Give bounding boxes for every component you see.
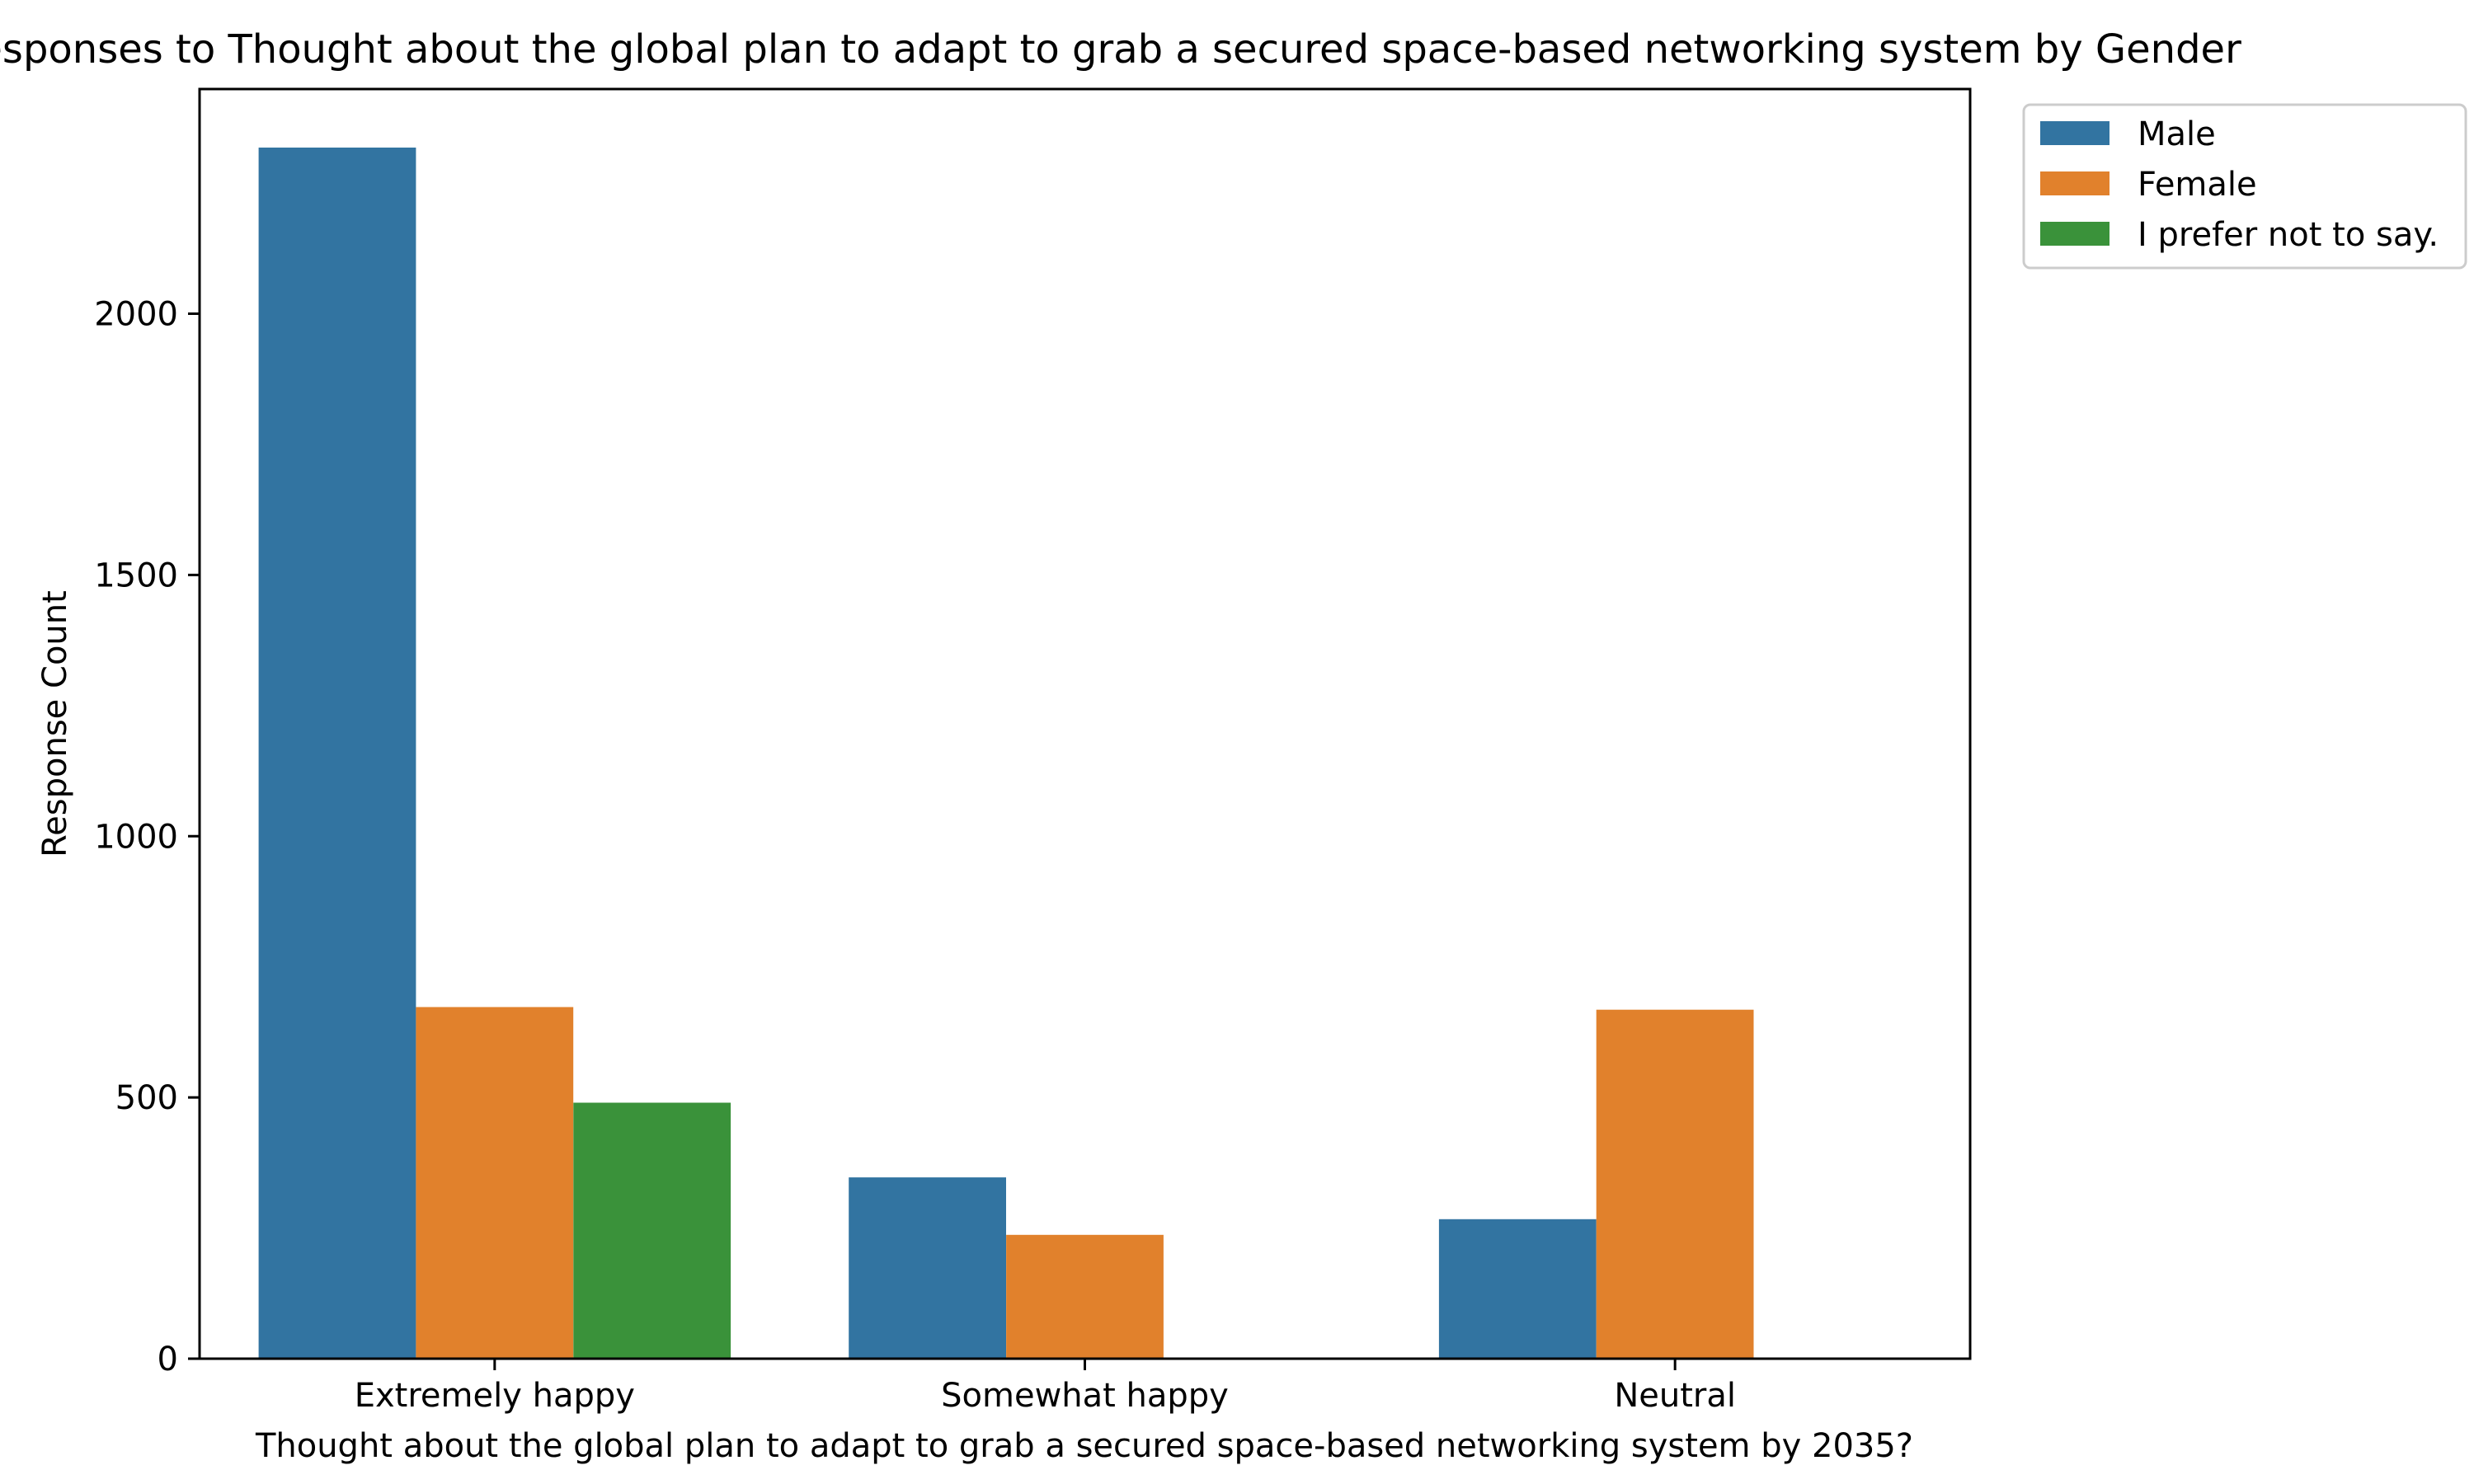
y-axis-label: Response Count <box>36 590 74 857</box>
x-axis-label: Thought about the global plan to adapt t… <box>255 1427 1913 1465</box>
bar-male-1 <box>849 1177 1006 1359</box>
x-axis: Extremely happy Somewhat happy Neutral <box>355 1359 1736 1415</box>
bar-male-2 <box>1438 1219 1597 1359</box>
y-axis: 0 500 1000 1500 2000 <box>94 296 200 1378</box>
y-tick-label: 1000 <box>94 818 178 856</box>
legend-swatch <box>2040 121 2109 145</box>
y-tick-label: 0 <box>158 1341 178 1378</box>
legend-label: Male <box>2138 115 2216 153</box>
legend-swatch <box>2040 171 2109 195</box>
chart-title: Responses to Thought about the global pl… <box>0 26 2241 73</box>
bar-female-1 <box>1006 1234 1164 1359</box>
bar-male-0 <box>258 148 416 1359</box>
y-tick-label: 500 <box>115 1079 178 1117</box>
legend-swatch <box>2040 222 2109 246</box>
legend-label: Female <box>2138 166 2257 204</box>
bar-i-prefer-not-to-say-0 <box>573 1102 731 1359</box>
bar-female-0 <box>416 1007 574 1359</box>
legend-label: I prefer not to say. <box>2138 216 2439 254</box>
legend: Male Female I prefer not to say. <box>2022 103 2467 270</box>
legend-frame <box>2022 103 2467 270</box>
x-tick-label: Somewhat happy <box>941 1377 1229 1415</box>
x-tick-label: Extremely happy <box>355 1377 635 1415</box>
bar-female-2 <box>1596 1009 1754 1359</box>
y-tick-label: 1500 <box>94 556 178 594</box>
x-tick-label: Neutral <box>1614 1377 1736 1415</box>
y-tick-label: 2000 <box>94 296 178 334</box>
bars-group <box>258 148 1754 1359</box>
